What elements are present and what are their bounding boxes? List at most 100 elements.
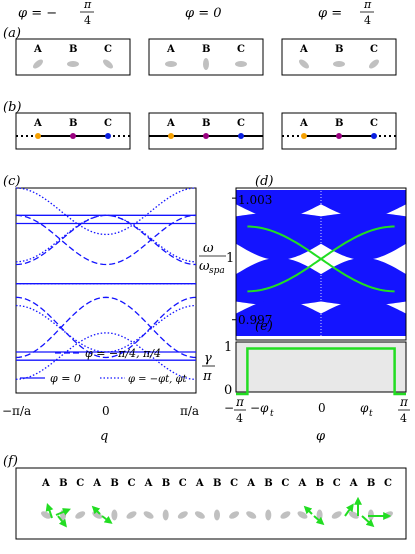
site-label-B: B [335, 118, 343, 129]
chain-label-B: B [59, 478, 67, 489]
site-b-dot [203, 133, 209, 139]
chain-nanorod [126, 511, 137, 519]
mode-arrow [361, 515, 375, 528]
band-dashed-2 [15, 296, 197, 359]
chain-label-B: B [110, 478, 118, 489]
x-tick-label: 0 [102, 404, 110, 418]
chain-nanorod [111, 509, 118, 521]
band-dashed-1 [15, 214, 197, 266]
chain-label-C: C [76, 478, 84, 489]
box-b-2 [148, 112, 264, 150]
mode-arrow [57, 515, 67, 528]
panel-label-b: (b) [3, 100, 21, 115]
site-label-B: B [202, 118, 210, 129]
nanorod-C [235, 61, 247, 67]
site-label-C: C [104, 44, 112, 55]
nanorod-C [369, 59, 379, 69]
y-tick-label: 1.003 [238, 193, 272, 207]
chain-nanorod [265, 509, 272, 521]
x-axis-label: φ [316, 429, 326, 444]
site-label-B: B [69, 44, 77, 55]
chain-label-B: B [316, 478, 324, 489]
chain-nanorod [229, 511, 240, 519]
site-a-dot [35, 133, 41, 139]
chain-label-B: B [213, 478, 221, 489]
site-label-C: C [237, 118, 245, 129]
nanorod-A [299, 59, 309, 69]
header-1-phi: φ = − [18, 6, 57, 21]
site-label-C: C [370, 118, 378, 129]
y-axis-label-num: ω [203, 241, 214, 256]
chain-nanorod [280, 511, 291, 519]
site-c-dot [371, 133, 377, 139]
site-label-A: A [33, 118, 42, 129]
chain-label-A: A [92, 478, 101, 489]
site-label-C: C [237, 44, 245, 55]
site-a-dot [301, 133, 307, 139]
box-b-1 [15, 112, 131, 150]
band-dashed-0 [15, 214, 197, 266]
zak-phase-line [236, 347, 406, 396]
panel-label-f: (f) [3, 454, 18, 469]
chain-label-A: A [298, 478, 307, 489]
header-1-num: π [83, 0, 92, 11]
x-tick-label: t [369, 409, 373, 419]
chain-label-B: B [162, 478, 170, 489]
site-label-B: B [202, 44, 210, 55]
chain-nanorod [162, 509, 169, 521]
mode-arrow [303, 505, 313, 515]
site-label-B: B [69, 118, 77, 129]
nanorod-A [165, 61, 177, 67]
chain-nanorod [246, 511, 257, 519]
x-tick-label: −φ [250, 401, 269, 415]
plot-e-frame [235, 341, 407, 393]
nanorod-B [67, 61, 79, 67]
y-axis-label-gamma: γ [204, 351, 212, 366]
chain-nanorod [41, 511, 51, 519]
x-axis-label: q [100, 429, 108, 444]
site-label-A: A [299, 118, 308, 129]
band-dotted-1 [15, 214, 197, 263]
y-tick-label: 0.997 [238, 313, 272, 327]
band-dashed-3 [15, 296, 197, 359]
chain-label-C: C [230, 478, 238, 489]
legend-dotted-label: φ = −φt, φt [128, 374, 187, 385]
x-tick-label: 0 [318, 401, 326, 415]
chain-nanorod [194, 511, 205, 519]
y-axis-label-sub: spa [209, 266, 225, 276]
nanorod-C [103, 59, 113, 69]
site-label-B: B [335, 44, 343, 55]
site-label-C: C [104, 118, 112, 129]
band-dotted-4 [15, 332, 197, 380]
site-label-A: A [33, 44, 42, 55]
chain-label-C: C [128, 478, 136, 489]
site-b-dot [336, 133, 342, 139]
site-label-A: A [166, 44, 175, 55]
chain-label-A: A [144, 478, 153, 489]
chain-label-A: A [246, 478, 255, 489]
chain-label-C: C [179, 478, 187, 489]
chain-label-B: B [367, 478, 375, 489]
site-label-A: A [166, 118, 175, 129]
mode-arrow [55, 508, 71, 516]
mode-arrow [91, 505, 101, 515]
plot-c-frame [15, 187, 197, 394]
chain-label-A: A [41, 478, 50, 489]
box-f [15, 467, 407, 540]
legend-dashed-label: φ = −π/4, π/4 [85, 347, 161, 360]
panel-c-dispersion-plot: φ = −π/4, π/4 φ = 0 φ = −φt, φt −π/a 0 π/a q [2, 187, 199, 444]
x-tick-label: φ [360, 401, 369, 415]
header-3-phi: φ = [318, 6, 342, 21]
header-1-den: 4 [84, 14, 91, 27]
nanorod-B [333, 61, 345, 67]
chain-label-A: A [195, 478, 204, 489]
panel-label-e: (e) [255, 319, 273, 334]
panel-label-a: (a) [3, 26, 21, 41]
x-tick-label: π [235, 395, 245, 409]
column-header-3: φ = π 4 [318, 0, 374, 27]
legend-solid-label: φ = 0 [50, 372, 81, 385]
